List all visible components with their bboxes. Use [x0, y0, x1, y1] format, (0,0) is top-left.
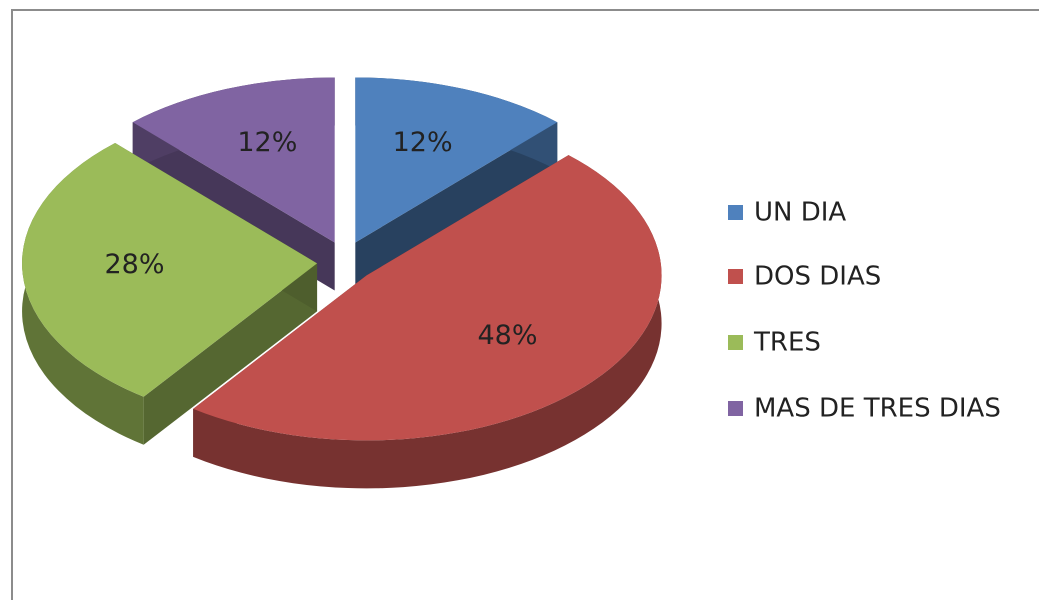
slice-top [132, 77, 335, 243]
legend-swatch [728, 269, 743, 284]
legend-swatch [728, 205, 743, 220]
data-label: 12% [393, 127, 453, 158]
slice [22, 143, 318, 445]
legend-label: UN DIA [754, 198, 846, 228]
slice-wall [143, 263, 318, 445]
legend-label: DOS DIAS [754, 262, 881, 292]
slice-wall [355, 122, 558, 291]
legend-label: TRES [753, 328, 821, 358]
slice-top [193, 155, 662, 441]
data-label: 48% [477, 320, 537, 351]
slice-top [355, 77, 558, 243]
slice [193, 155, 662, 489]
slice-top [22, 143, 318, 397]
slice [355, 77, 558, 291]
pie: 12% 48% 28% 12% [22, 77, 662, 489]
legend-label: MAS DE TRES DIAS [754, 394, 1001, 424]
data-label: 28% [105, 249, 165, 280]
data-label: 12% [237, 127, 297, 158]
legend: UN DIA DOS DIAS TRES MAS DE TRES DIAS [728, 198, 1001, 424]
legend-swatch [728, 335, 743, 350]
legend-swatch [728, 401, 743, 416]
